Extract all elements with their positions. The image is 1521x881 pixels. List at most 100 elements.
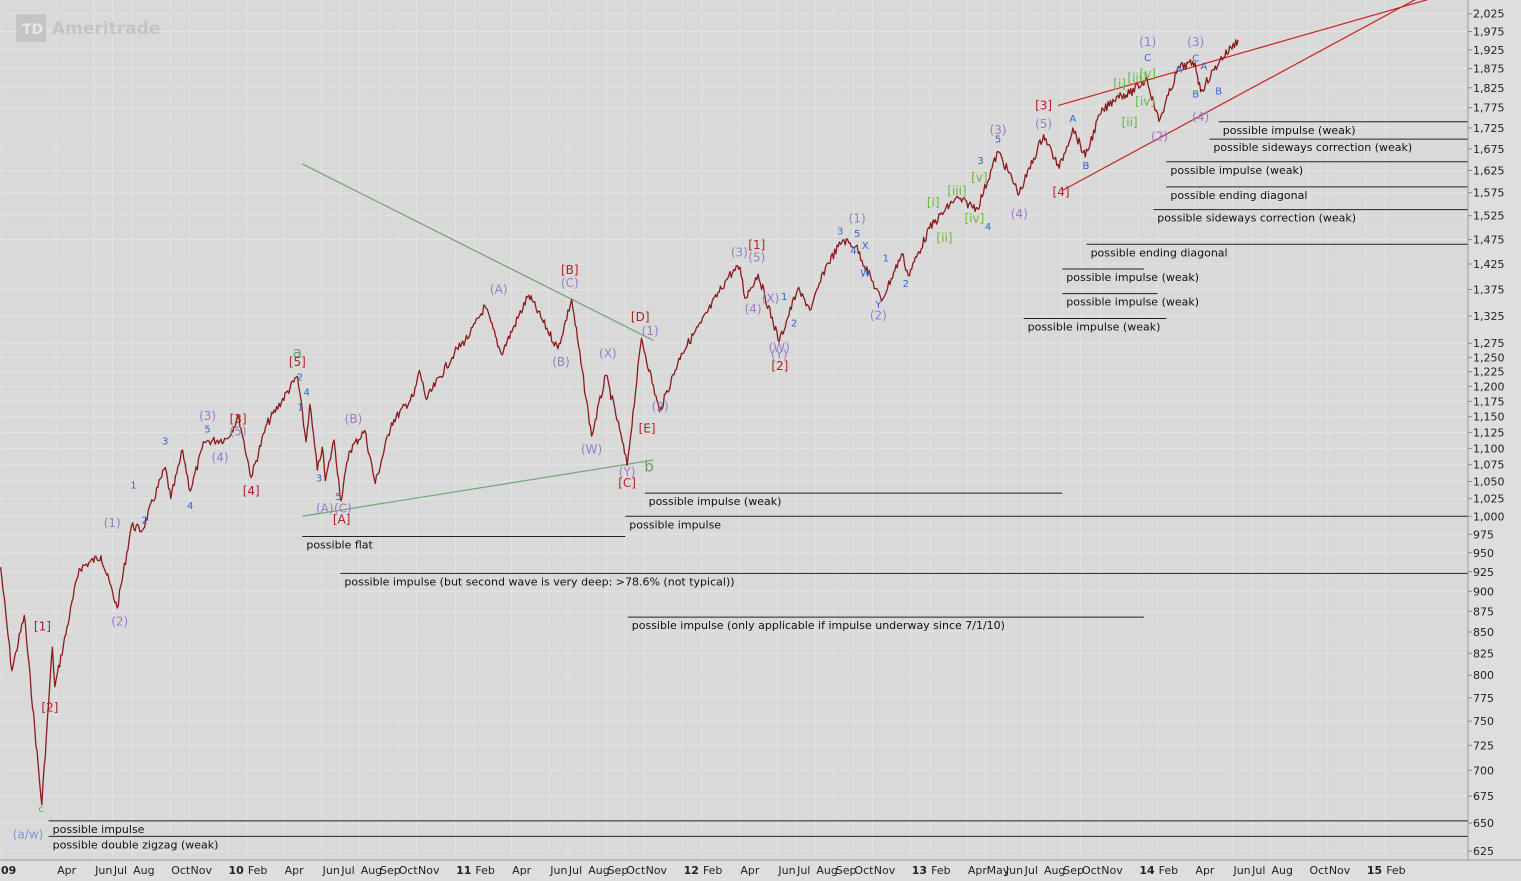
- x-tick-label: Sep: [836, 864, 857, 877]
- watermark-text: Ameritrade: [52, 19, 160, 39]
- wave-label: C: [1192, 54, 1199, 65]
- wave-label: 1: [883, 254, 889, 265]
- level-line-label: possible impulse: [53, 823, 145, 836]
- wave-label: a: [293, 343, 302, 361]
- y-tick-label: 1,325: [1473, 310, 1505, 323]
- x-tick-label: 13: [912, 864, 927, 877]
- wave-label: 4: [187, 501, 193, 512]
- wave-label: [iii]: [1127, 71, 1146, 85]
- x-tick-label: Oct: [399, 864, 419, 877]
- wave-label: [iii]: [947, 184, 966, 198]
- y-tick-label: 625: [1473, 845, 1494, 858]
- x-axis-ticks: 09 Apr Jun Jul Aug Oct Nov 10 Feb Apr Jun Jul AugSep…: [1, 864, 1406, 877]
- level-line-label: possible double zigzag (weak): [53, 838, 219, 851]
- wave-label: [1]: [34, 619, 51, 633]
- y-tick-label: 1,250: [1473, 351, 1505, 364]
- level-line-label: possible ending diagonal: [1170, 189, 1307, 202]
- x-tick-label: Jun: [1232, 864, 1250, 877]
- wave-label: (3): [731, 246, 748, 260]
- x-tick-label: Apr: [968, 864, 988, 877]
- wave-label: 1: [130, 480, 136, 491]
- x-tick-label: Feb: [703, 864, 722, 877]
- x-tick-label: Oct: [1310, 864, 1330, 877]
- wave-label: (a/w): [13, 828, 44, 842]
- wave-label: A: [1200, 61, 1207, 72]
- td-ameritrade-logo: TD Ameritrade: [16, 14, 160, 42]
- level-line-label: possible impulse (weak): [1028, 321, 1161, 334]
- trendline-triangle-upper: [302, 163, 654, 341]
- wave-label: (Y): [619, 465, 636, 479]
- y-tick-label: 700: [1473, 764, 1494, 777]
- y-tick-label: 1,225: [1473, 366, 1505, 379]
- y-tick-label: 1,925: [1473, 44, 1505, 57]
- x-tick-label: 09: [1, 864, 16, 877]
- wave-label: (C): [561, 276, 579, 290]
- wave-label: (5): [748, 251, 765, 265]
- x-tick-label: 15: [1367, 864, 1382, 877]
- wave-label: [1]: [748, 238, 765, 252]
- td-logo-text: TD: [22, 22, 43, 38]
- x-tick-label: Nov: [1101, 864, 1123, 877]
- wave-label: B: [1192, 90, 1199, 101]
- x-tick-label: 12: [684, 864, 699, 877]
- level-line-label: possible impulse (weak): [1170, 164, 1303, 177]
- price-series-line: [0, 39, 1239, 806]
- level-line-label: possible impulse (weak): [1066, 296, 1199, 309]
- wave-label: (4): [1011, 207, 1028, 221]
- y-tick-label: 925: [1473, 566, 1494, 579]
- wave-label: [5]: [289, 355, 306, 369]
- x-tick-label: Jun: [94, 864, 112, 877]
- x-tick-label: Oct: [854, 864, 874, 877]
- y-tick-label: 1,025: [1473, 493, 1505, 506]
- x-tick-label: Jul: [1024, 864, 1038, 877]
- level-line-label: possible impulse (weak): [649, 495, 782, 508]
- wave-label: (1): [104, 516, 121, 530]
- y-tick-label: 1,725: [1473, 122, 1505, 135]
- wave-label: (3): [990, 123, 1007, 137]
- y-tick-label: 950: [1473, 547, 1494, 560]
- level-line-label: possible ending diagonal: [1091, 246, 1228, 259]
- trendlines-layer: [302, 0, 1429, 517]
- y-tick-label: 850: [1473, 626, 1494, 639]
- wave-label: [3]: [230, 412, 247, 426]
- x-tick-label: Jun: [1005, 864, 1023, 877]
- level-line-label: possible flat: [306, 538, 373, 551]
- x-tick-label: Sep: [380, 864, 401, 877]
- x-tick-label: Apr: [285, 864, 305, 877]
- y-tick-label: 1,100: [1473, 442, 1505, 455]
- y-tick-label: 675: [1473, 790, 1494, 803]
- x-tick-label: Aug: [133, 864, 154, 877]
- x-tick-label: Jun: [322, 864, 340, 877]
- level-line-label: possible impulse (weak): [1066, 271, 1199, 284]
- wave-label: 4: [985, 222, 991, 233]
- wave-label: [C]: [618, 476, 636, 490]
- trendline-wedge-lower: [1061, 0, 1416, 191]
- y-tick-label: 875: [1473, 605, 1494, 618]
- y-tick-label: 2,025: [1473, 8, 1505, 21]
- x-tick-label: Oct: [1082, 864, 1102, 877]
- x-tick-label: May: [987, 864, 1010, 877]
- wave-label: [A]: [333, 512, 351, 526]
- wave-label: B: [1215, 86, 1222, 97]
- wave-label: (X): [762, 292, 780, 306]
- wave-label: 5: [204, 424, 210, 435]
- x-tick-label: Feb: [248, 864, 267, 877]
- y-tick-label: 1,625: [1473, 164, 1505, 177]
- x-tick-label: Jul: [113, 864, 127, 877]
- x-tick-label: Feb: [1159, 864, 1178, 877]
- wave-label: (B): [345, 412, 363, 426]
- wave-label: (Y): [771, 347, 788, 361]
- y-tick-label: 650: [1473, 817, 1494, 830]
- y-tick-label: 1,525: [1473, 210, 1505, 223]
- y-tick-label: 1,775: [1473, 102, 1505, 115]
- wave-label: (3): [1187, 35, 1204, 49]
- x-tick-label: Oct: [626, 864, 646, 877]
- y-tick-label: 1,200: [1473, 380, 1505, 393]
- x-tick-label: Jul: [340, 864, 354, 877]
- y-tick-label: 1,425: [1473, 258, 1505, 271]
- wave-label: (2): [652, 400, 669, 414]
- x-tick-label: Aug: [816, 864, 837, 877]
- x-tick-label: Nov: [874, 864, 896, 877]
- y-tick-label: 1,575: [1473, 187, 1505, 200]
